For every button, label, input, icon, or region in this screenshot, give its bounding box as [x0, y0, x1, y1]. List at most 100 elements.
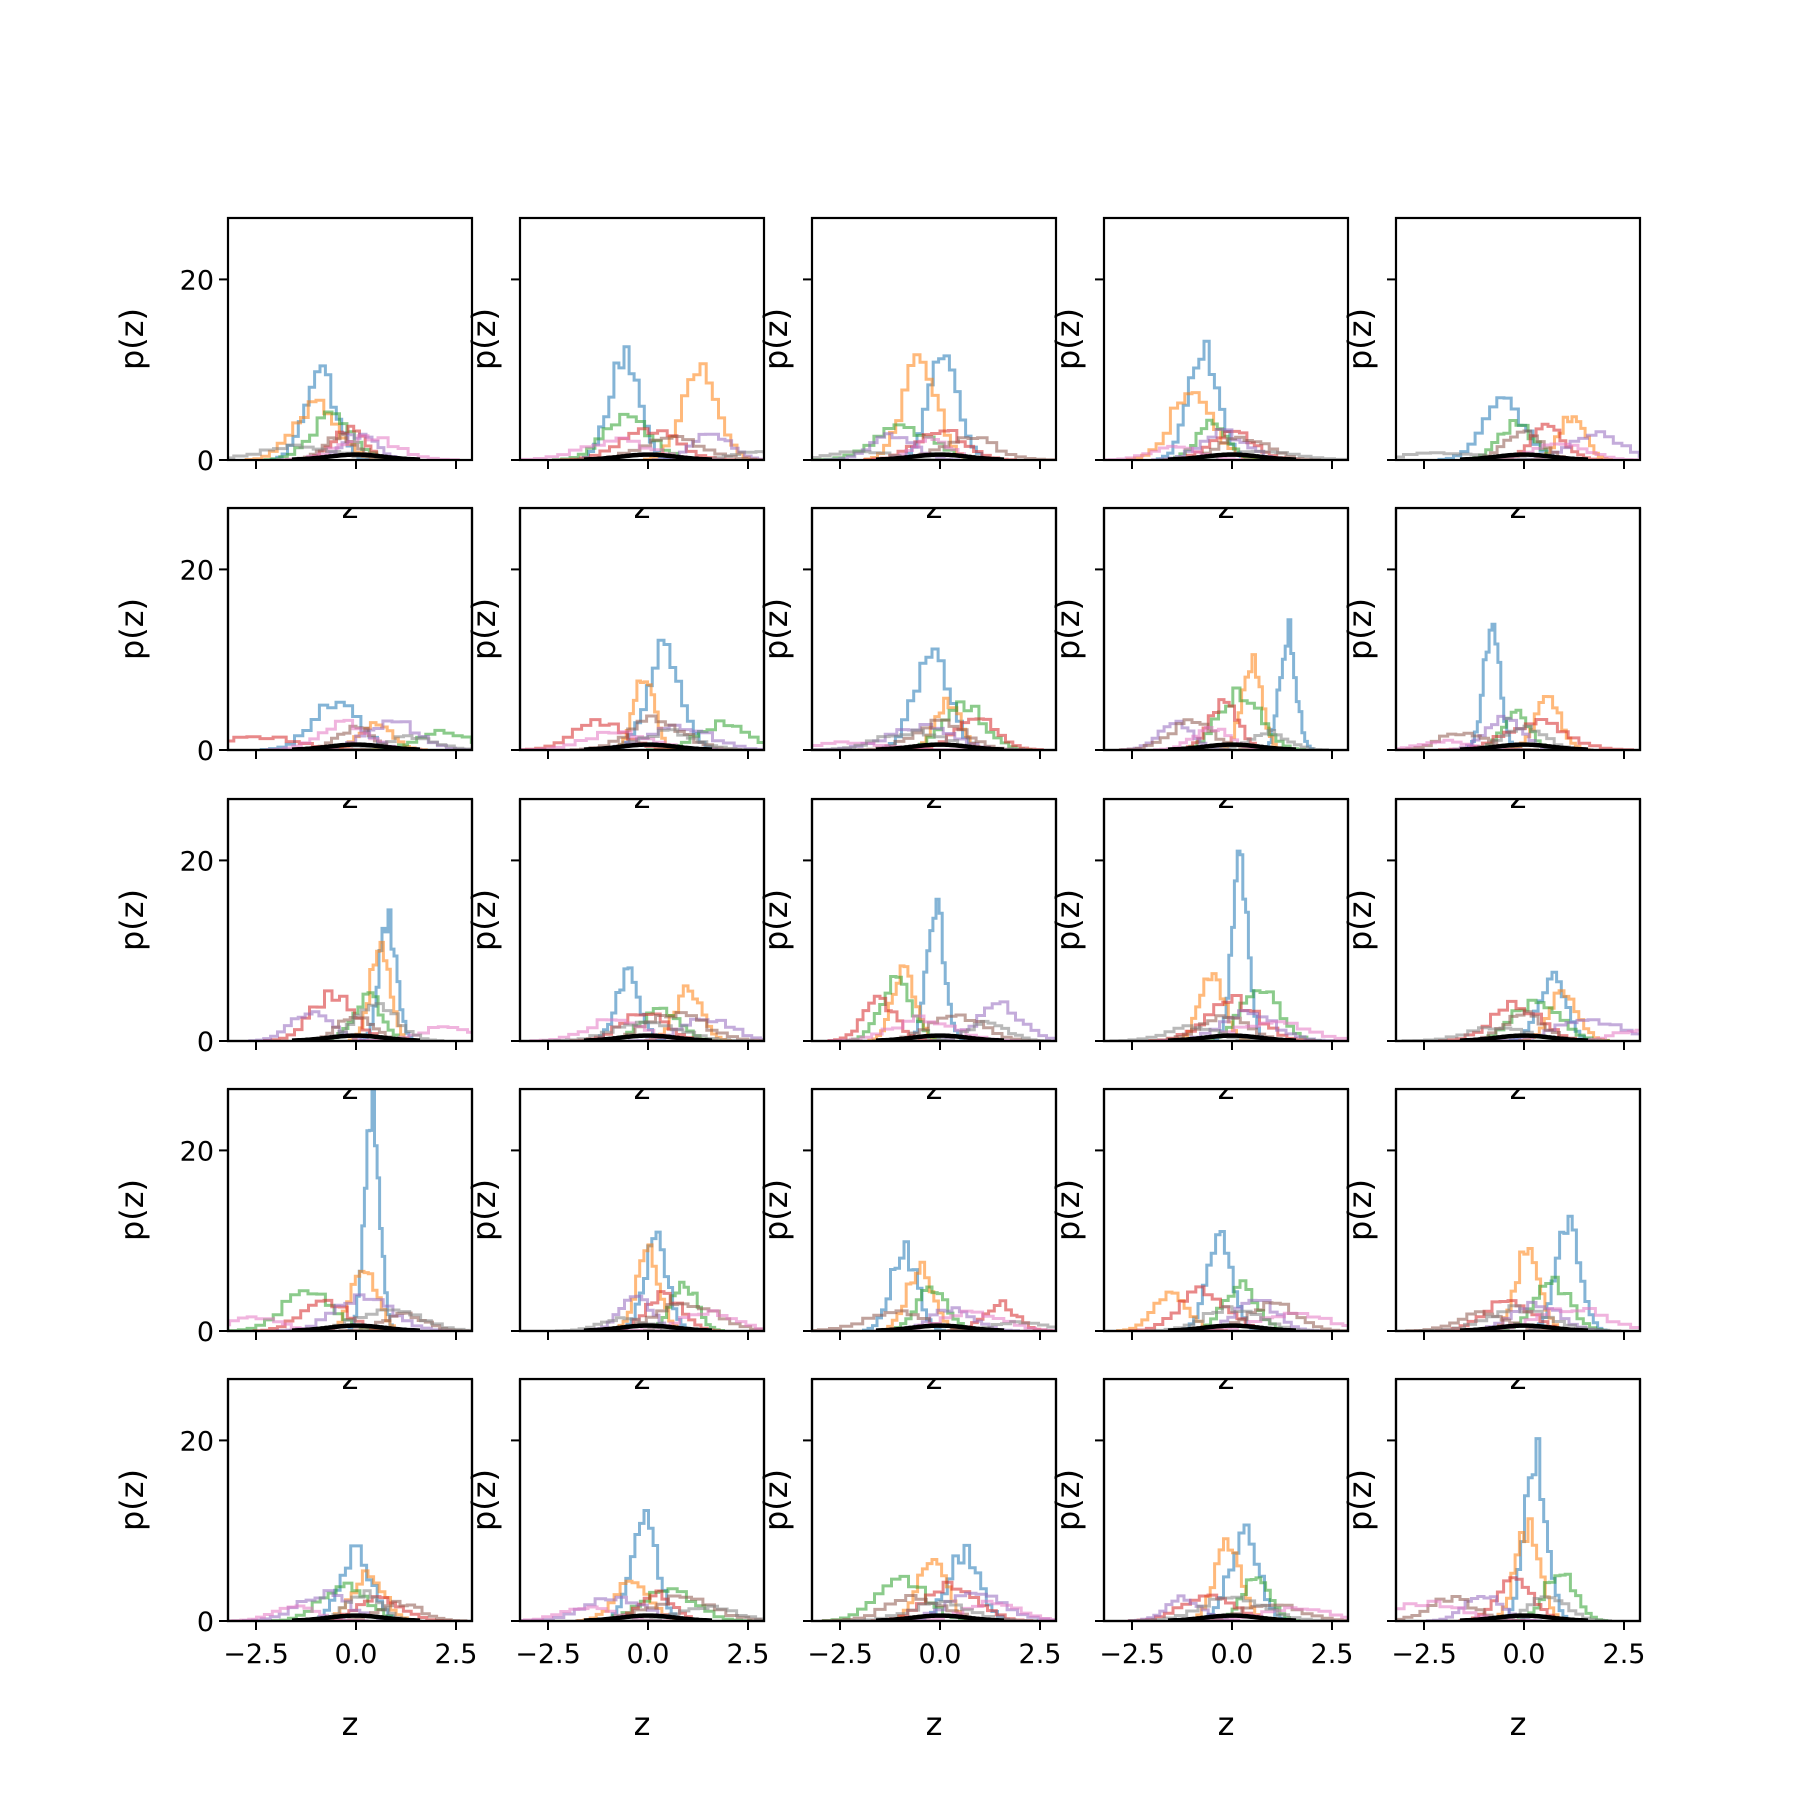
plot-area: [812, 1240, 1056, 1331]
axes-frame-top: [518, 1377, 766, 1623]
subplot-5-5: −2.5 0.0 2.5 z p(z): [1341, 1377, 1645, 1743]
axes-frame: [810, 216, 1058, 462]
subplot-1-3: zp(z): [757, 216, 1058, 526]
y-tick-label: 0: [197, 736, 214, 767]
series-line-6: [338, 1311, 470, 1331]
reference-density-line: [291, 1613, 421, 1621]
subplot-1-1: 020zp(z): [113, 216, 474, 526]
label-mask: [810, 1349, 1058, 1379]
plot-area: [520, 1509, 764, 1621]
axes-frame-top: [1394, 1087, 1642, 1333]
axes-frame-top: [1102, 797, 1350, 1043]
label-mask: [1102, 769, 1350, 799]
y-tick-label: 20: [180, 846, 214, 877]
axes-frame-top: [810, 797, 1058, 1043]
y-axis-label: p(z): [465, 1469, 503, 1531]
label-mask: [1394, 1349, 1642, 1379]
y-axis-label: p(z): [113, 598, 151, 660]
x-axis-label: z: [926, 1705, 943, 1743]
y-axis-label: p(z): [757, 1179, 795, 1241]
reference-density-line: [875, 742, 1005, 750]
y-tick-label: 0: [197, 1607, 214, 1638]
y-axis-label: p(z): [1049, 308, 1087, 370]
y-axis-label: p(z): [465, 1179, 503, 1241]
plot-area: [1118, 618, 1329, 750]
y-axis-label: p(z): [465, 308, 503, 370]
axes-frame-top: [226, 506, 474, 752]
x-tick-label: 2.5: [435, 1639, 478, 1670]
series-line-1: [576, 345, 672, 460]
axes-frame: [226, 506, 474, 752]
series-line-7: [1189, 1311, 1348, 1331]
subplot-4-1: 020zp(z): [113, 1087, 474, 1397]
reference-density-line: [1167, 1613, 1297, 1621]
x-tick-label: −2.5: [1099, 1639, 1165, 1670]
plot-area: [827, 897, 1056, 1041]
plot-area: [1127, 1523, 1348, 1621]
plot-area: [555, 1230, 764, 1331]
label-mask: [518, 1349, 766, 1379]
axes-frame: [1394, 1087, 1642, 1333]
axes-frame-top: [226, 1377, 474, 1623]
axes-frame: [1102, 1377, 1350, 1623]
plot-area: [228, 1544, 468, 1621]
label-mask: [518, 1059, 766, 1089]
plot-area: [1396, 396, 1640, 460]
series-line-2: [1186, 1537, 1270, 1621]
x-tick-label: 2.5: [1311, 1639, 1354, 1670]
x-axis-label: z: [1218, 1705, 1235, 1743]
reference-density-line: [1459, 742, 1589, 750]
x-tick-label: 2.5: [727, 1639, 770, 1670]
x-tick-label: −2.5: [515, 1639, 581, 1670]
series-line-8: [924, 1019, 1052, 1041]
series-line-1: [1261, 618, 1315, 750]
y-tick-label: 20: [180, 555, 214, 586]
subplot-5-1: 0 20 −2.5 0.0 2.5 z p(z): [113, 1377, 478, 1743]
series-line-8: [228, 443, 421, 460]
reference-density-line: [583, 452, 713, 460]
y-axis-label: p(z): [1341, 598, 1379, 660]
series-line-8: [842, 1600, 1038, 1621]
y-axis-label: p(z): [113, 889, 151, 951]
axes-frame-top: [810, 506, 1058, 752]
reference-density-line: [875, 452, 1005, 460]
reference-density-line: [875, 1033, 1005, 1041]
series-line-7: [903, 1599, 1056, 1621]
plot-area: [1116, 1230, 1348, 1331]
y-axis-label: p(z): [757, 889, 795, 951]
plot-area: [812, 647, 1044, 750]
label-mask: [1394, 769, 1642, 799]
x-axis-label: z: [1510, 1705, 1527, 1743]
plot-area: [1396, 622, 1634, 750]
reference-density-line: [583, 1613, 713, 1621]
y-axis-label: p(z): [757, 308, 795, 370]
plot-area: [1401, 970, 1640, 1041]
axes-frame: [810, 506, 1058, 752]
reference-density-line: [291, 742, 421, 750]
y-axis-label: p(z): [1049, 889, 1087, 951]
label-mask: [1394, 478, 1642, 508]
reference-density-line: [291, 1323, 421, 1331]
series-line-5: [1425, 1595, 1543, 1621]
axes-frame-top: [226, 1087, 474, 1333]
plot-area: [228, 700, 472, 750]
axes-frame: [518, 797, 766, 1043]
x-tick-label: 0.0: [919, 1639, 962, 1670]
plot-area: [520, 638, 764, 750]
plot-area: [812, 353, 1056, 460]
x-tick-label: −2.5: [807, 1639, 873, 1670]
y-axis-label: p(z): [1049, 598, 1087, 660]
reference-density-line: [291, 452, 421, 460]
axes-frame: [1394, 216, 1642, 462]
y-axis-label: p(z): [1341, 889, 1379, 951]
plot-area: [228, 364, 460, 460]
subplot-1-5: zp(z): [1341, 216, 1642, 526]
x-tick-label: 0.0: [1211, 1639, 1254, 1670]
reference-density-line: [583, 742, 713, 750]
label-mask: [1102, 1349, 1350, 1379]
axes-frame-top: [518, 506, 766, 752]
label-mask: [518, 478, 766, 508]
series-line-1: [347, 1089, 397, 1331]
label-mask: [810, 478, 1058, 508]
series-line-1: [1499, 1437, 1573, 1621]
